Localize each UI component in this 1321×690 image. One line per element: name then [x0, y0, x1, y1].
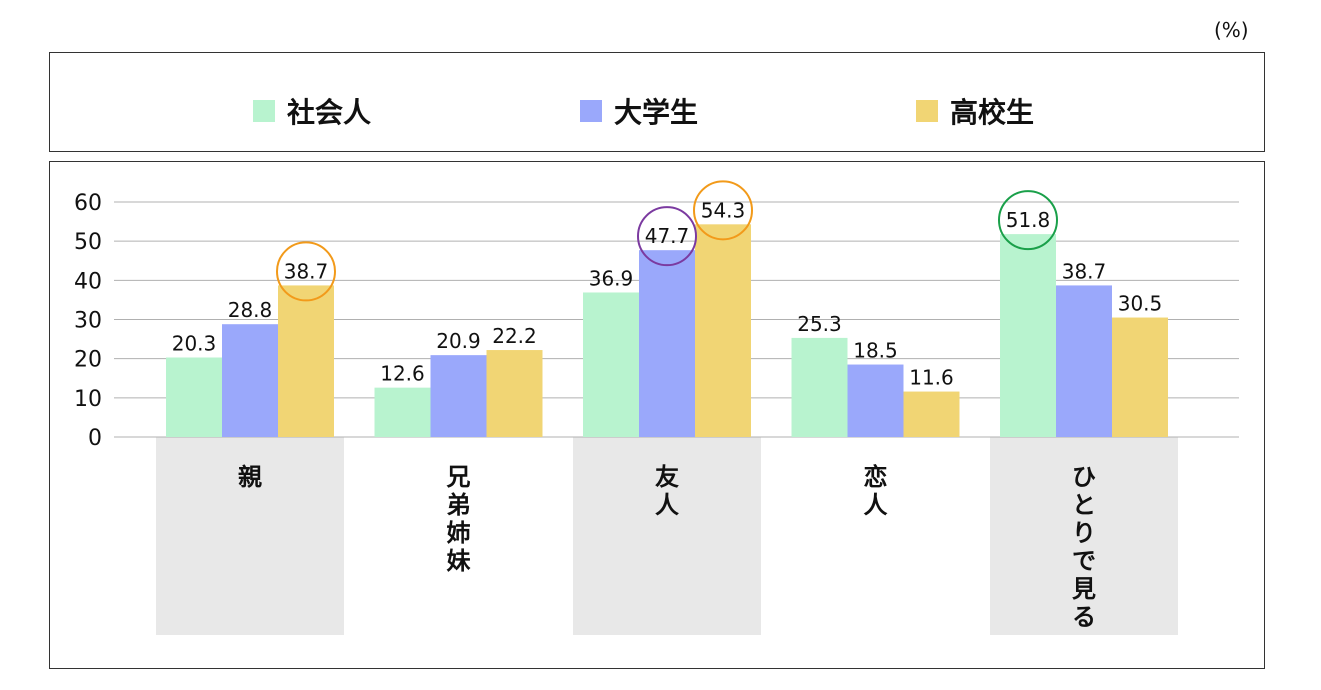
category-label-char: 兄 — [446, 463, 471, 491]
bar — [847, 364, 904, 437]
legend-swatch-大学生 — [580, 100, 602, 122]
legend-item-社会人: 社会人 — [253, 91, 371, 131]
data-label: 30.5 — [1118, 292, 1163, 316]
bar — [1000, 234, 1056, 437]
category-label-char: 親 — [238, 463, 262, 491]
category-label-char: 人 — [655, 491, 679, 519]
category-label: 親 — [238, 463, 262, 491]
bar — [1112, 317, 1168, 437]
highlight-circle — [637, 206, 697, 267]
data-label: 20.3 — [172, 331, 217, 355]
category-label-char: 恋 — [864, 463, 888, 491]
category-label-char: 姉 — [447, 519, 471, 547]
category-label-char: で — [1072, 547, 1096, 575]
bar — [639, 250, 695, 437]
legend-label-社会人: 社会人 — [287, 96, 372, 129]
y-tick-label: 60 — [74, 191, 102, 216]
category-label-char: ひ — [1072, 463, 1096, 491]
category-label-char: と — [1072, 491, 1096, 519]
bar — [695, 224, 751, 437]
category-label: 恋人 — [864, 463, 888, 519]
data-label: 25.3 — [797, 312, 842, 336]
legend-label-大学生: 大学生 — [614, 96, 699, 129]
category-label-char: 友 — [655, 463, 679, 491]
data-label: 47.7 — [645, 224, 690, 248]
highlight-circle — [693, 180, 753, 241]
bar — [166, 357, 222, 437]
bar — [791, 337, 848, 437]
bar — [278, 285, 334, 437]
y-tick-label: 50 — [74, 230, 102, 255]
data-label: 22.2 — [492, 324, 537, 348]
bar — [430, 355, 487, 437]
legend-swatch-社会人 — [253, 100, 275, 122]
bar — [1056, 285, 1112, 437]
data-label: 11.6 — [909, 366, 954, 390]
bar — [583, 292, 639, 437]
category-label-char: 見 — [1072, 575, 1096, 603]
unit-label: (%) — [1214, 18, 1249, 42]
chart-area: 0 10 20 30 40 50 60 20.3 28.8 38.7 12.6 20.9 22.2 36.… — [49, 161, 1265, 669]
data-label: 28.8 — [228, 298, 273, 322]
data-label: 20.9 — [436, 329, 481, 353]
data-label: 51.8 — [1006, 208, 1051, 232]
y-tick-label: 40 — [74, 269, 102, 294]
category-label-char: る — [1072, 603, 1096, 631]
data-label: 38.7 — [284, 259, 329, 283]
y-tick-label: 20 — [74, 348, 102, 373]
y-tick-label: 30 — [74, 309, 102, 334]
category-label-char: 妹 — [447, 547, 471, 575]
category-label-char: り — [1072, 519, 1096, 547]
highlight-circle — [998, 190, 1058, 251]
data-label: 12.6 — [380, 362, 425, 386]
data-label: 36.9 — [589, 266, 634, 290]
category-band — [573, 437, 761, 635]
category-label-char: 弟 — [447, 491, 471, 519]
legend-label-高校生: 高校生 — [950, 96, 1035, 129]
category-label: 友人 — [655, 463, 679, 519]
bar — [486, 350, 543, 437]
bar — [222, 324, 278, 437]
y-tick-label: 0 — [88, 426, 102, 451]
category-band — [156, 437, 344, 635]
category-label-char: 人 — [864, 491, 888, 519]
bar — [374, 387, 431, 437]
legend-item-大学生: 大学生 — [580, 91, 698, 131]
data-label: 38.7 — [1062, 259, 1107, 283]
legend-swatch-高校生 — [916, 100, 938, 122]
y-tick-label: 10 — [74, 387, 102, 412]
legend: 社会人 大学生 高校生 — [49, 52, 1265, 152]
data-label: 18.5 — [853, 339, 898, 363]
category-band — [990, 437, 1178, 635]
legend-item-高校生: 高校生 — [916, 91, 1034, 131]
bar — [903, 391, 960, 437]
highlight-circle — [276, 241, 336, 302]
data-label: 54.3 — [701, 198, 746, 222]
bar-chart: 0 10 20 30 40 50 60 20.3 28.8 38.7 12.6 20.9 22.2 36.… — [74, 180, 1239, 635]
